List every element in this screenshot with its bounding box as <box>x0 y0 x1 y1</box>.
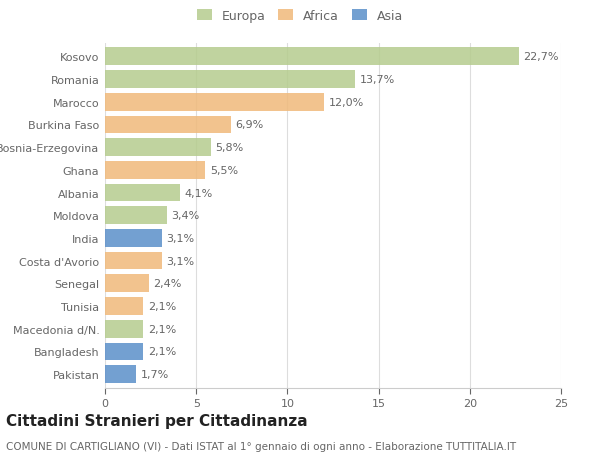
Bar <box>105 297 143 315</box>
Text: 1,7%: 1,7% <box>140 369 169 379</box>
Text: 22,7%: 22,7% <box>524 52 559 62</box>
Bar <box>105 207 167 224</box>
Text: COMUNE DI CARTIGLIANO (VI) - Dati ISTAT al 1° gennaio di ogni anno - Elaborazion: COMUNE DI CARTIGLIANO (VI) - Dati ISTAT … <box>6 441 516 451</box>
Text: 2,1%: 2,1% <box>148 324 176 334</box>
Text: 5,5%: 5,5% <box>210 165 238 175</box>
Text: 3,4%: 3,4% <box>172 211 200 221</box>
Bar <box>105 252 161 270</box>
Text: Cittadini Stranieri per Cittadinanza: Cittadini Stranieri per Cittadinanza <box>6 413 308 428</box>
Legend: Europa, Africa, Asia: Europa, Africa, Asia <box>193 6 407 27</box>
Bar <box>105 162 205 179</box>
Text: 13,7%: 13,7% <box>359 75 395 85</box>
Bar <box>105 343 143 360</box>
Text: 2,4%: 2,4% <box>154 279 182 289</box>
Bar <box>105 320 143 338</box>
Bar <box>105 139 211 157</box>
Text: 3,1%: 3,1% <box>166 233 194 243</box>
Text: 4,1%: 4,1% <box>184 188 212 198</box>
Bar <box>105 184 180 202</box>
Bar <box>105 230 161 247</box>
Text: 6,9%: 6,9% <box>235 120 263 130</box>
Bar <box>105 71 355 89</box>
Text: 2,1%: 2,1% <box>148 347 176 357</box>
Text: 3,1%: 3,1% <box>166 256 194 266</box>
Bar <box>105 116 231 134</box>
Bar <box>105 48 519 66</box>
Bar <box>105 365 136 383</box>
Text: 12,0%: 12,0% <box>328 97 364 107</box>
Bar <box>105 94 324 112</box>
Text: 2,1%: 2,1% <box>148 301 176 311</box>
Text: 5,8%: 5,8% <box>215 143 244 153</box>
Bar <box>105 275 149 292</box>
